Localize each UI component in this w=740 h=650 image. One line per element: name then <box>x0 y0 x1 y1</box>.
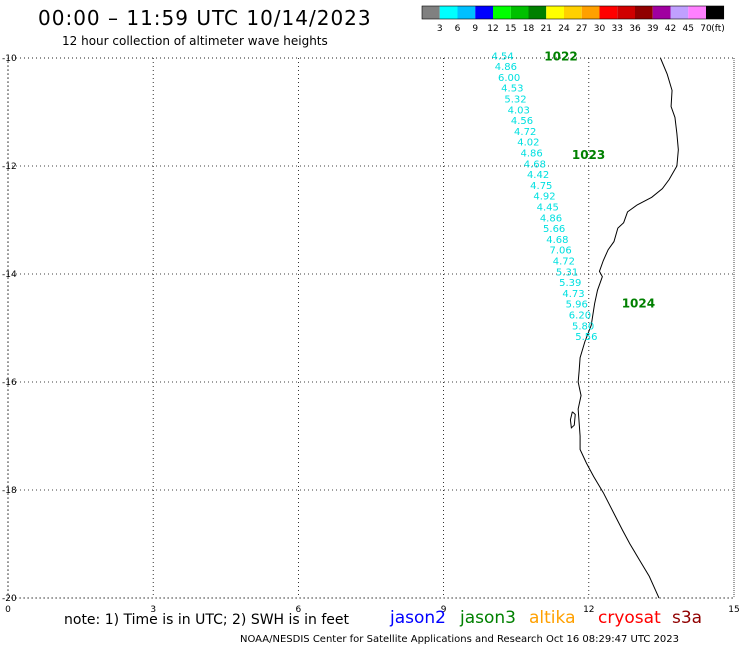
color-swatch <box>493 6 511 19</box>
wave-height-label: 5.31 <box>556 267 578 278</box>
color-scale-label: 30 <box>594 24 606 34</box>
wave-height-label: 4.86 <box>540 213 562 224</box>
x-tick-label: 0 <box>5 605 11 615</box>
color-scale-label: 9 <box>472 24 478 34</box>
color-swatch <box>546 6 564 19</box>
color-swatch <box>599 6 618 19</box>
wave-height-label: 5.80 <box>572 321 594 332</box>
coastline <box>577 57 679 599</box>
y-tick-label: -18 <box>2 486 17 496</box>
color-scale-label: 33 <box>612 24 623 34</box>
color-swatch <box>652 6 671 19</box>
map-plot: 0 3 6 9 12 15-10-12-14-16-18-204.544.866.004.… <box>2 49 740 615</box>
color-scale-label: 42 <box>665 24 676 34</box>
y-tick-label: -16 <box>2 378 17 388</box>
color-scale-legend: 3 6 9 12 15 18 21 24 27 30 33 36 39 42 45 70 (ft) <box>421 5 725 34</box>
pass-time-label: 1024 <box>622 297 655 311</box>
color-scale-label: 39 <box>647 24 659 34</box>
color-swatch <box>510 6 529 19</box>
page-title: 00:00 – 11:59 UTC 10/14/2023 <box>38 6 372 30</box>
y-tick-label: -12 <box>2 162 17 172</box>
wave-height-label: 5.39 <box>559 278 581 289</box>
wave-height-label: 5.56 <box>575 332 597 343</box>
color-swatch <box>439 6 458 19</box>
wave-height-label: 6.00 <box>498 73 520 84</box>
x-tick-label: 3 <box>150 605 156 615</box>
wave-height-label: 4.86 <box>495 62 517 73</box>
wave-height-label: 4.45 <box>537 203 559 214</box>
color-swatch <box>688 6 706 19</box>
wave-height-label: 5.32 <box>504 95 526 106</box>
y-tick-label: -20 <box>2 594 17 604</box>
color-scale-label: 36 <box>629 24 641 34</box>
satellite-legend-jason3: jason3 <box>460 608 516 628</box>
color-scale-label: 12 <box>487 24 498 34</box>
coastline-inlet <box>569 411 576 429</box>
color-swatch <box>670 6 689 19</box>
color-scale-label: 27 <box>576 24 587 34</box>
footer-note: note: 1) Time is in UTC; 2) SWH is in fe… <box>64 612 350 628</box>
x-tick-label: 6 <box>296 605 302 615</box>
x-tick-label: 12 <box>583 605 594 615</box>
satellite-legend-s3a: s3a <box>672 608 703 628</box>
color-swatch <box>635 6 653 19</box>
page-subtitle: 12 hour collection of altimeter wave hei… <box>62 34 328 48</box>
y-tick-label: -10 <box>2 54 17 64</box>
color-scale-label: 24 <box>558 24 570 34</box>
wave-height-label: 4.56 <box>511 116 533 127</box>
x-tick-label: 9 <box>441 605 447 615</box>
satellite-legend-altika: altika <box>529 608 576 628</box>
color-scale-label: 70 <box>700 24 712 34</box>
wave-height-label: 4.92 <box>533 192 555 203</box>
wave-height-label: 6.20 <box>569 311 591 322</box>
wave-height-label: 4.02 <box>517 138 539 149</box>
wave-height-label: 5.66 <box>543 224 565 235</box>
map-frame <box>7 57 735 599</box>
wave-height-label: 4.72 <box>553 257 575 268</box>
wave-height-label: 7.06 <box>549 246 571 257</box>
wave-height-label: 4.73 <box>562 289 584 300</box>
color-scale-label: 15 <box>505 24 516 34</box>
wave-height-label: 4.54 <box>492 51 514 62</box>
color-scale-unit: (ft) <box>711 24 725 34</box>
color-scale-label: 45 <box>683 24 694 34</box>
color-scale-label: 18 <box>523 24 535 34</box>
wave-height-label: 5.96 <box>566 300 588 311</box>
color-swatch <box>457 6 476 19</box>
color-scale-label: 21 <box>541 24 552 34</box>
color-scale-label: 6 <box>455 24 461 34</box>
satellite-legend-jason2: jason2 <box>390 608 446 628</box>
color-swatch <box>422 6 440 19</box>
color-scale-label: 3 <box>437 24 443 34</box>
wave-height-label: 4.42 <box>527 170 549 181</box>
y-tick-label: -14 <box>2 270 17 280</box>
color-swatch <box>475 6 493 19</box>
satellite-legend-cryosat: cryosat <box>598 608 661 628</box>
color-swatch <box>528 6 547 19</box>
footer-credit: NOAA/NESDIS Center for Satellite Applica… <box>240 634 679 645</box>
wave-height-label: 4.75 <box>530 181 552 192</box>
color-swatch <box>564 6 582 19</box>
color-swatch <box>706 6 724 19</box>
wave-height-label: 4.53 <box>501 84 523 95</box>
wave-height-label: 4.72 <box>514 127 536 138</box>
wave-height-label: 4.03 <box>508 105 530 116</box>
pass-time-label: 1023 <box>572 148 605 162</box>
x-tick-label: 15 <box>728 605 739 615</box>
color-swatch <box>617 6 635 19</box>
color-swatch <box>581 6 600 19</box>
wave-height-label: 4.86 <box>520 149 542 160</box>
wave-height-label: 4.68 <box>546 235 568 246</box>
wave-height-label: 4.68 <box>524 159 546 170</box>
color-bar-border <box>421 5 725 20</box>
pass-time-label: 1022 <box>544 49 577 63</box>
